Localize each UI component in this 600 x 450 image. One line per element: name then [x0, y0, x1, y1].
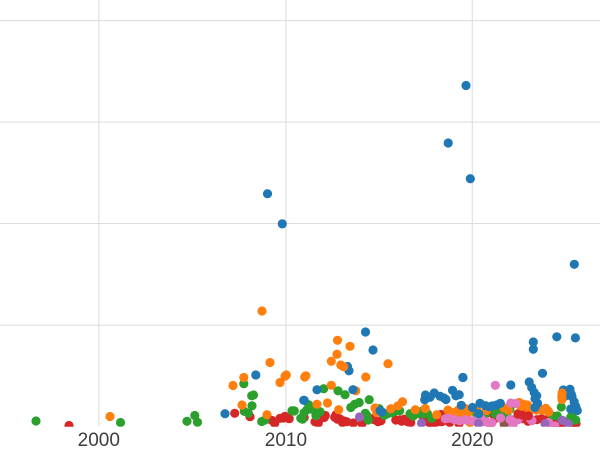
svg-text:2000: 2000 [78, 430, 120, 450]
svg-text:2020: 2020 [451, 430, 493, 450]
svg-text:2010: 2010 [265, 430, 307, 450]
